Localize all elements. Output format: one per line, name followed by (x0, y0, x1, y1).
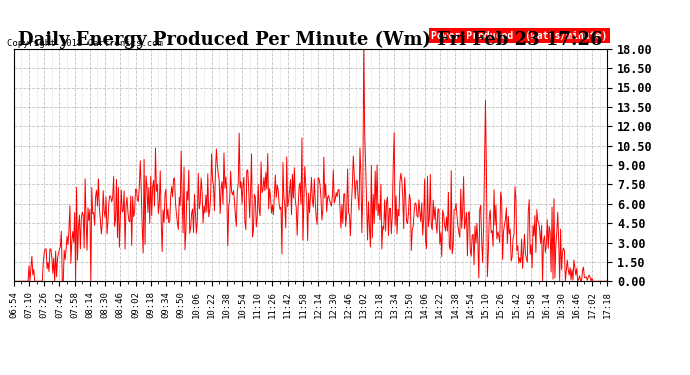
Text: Copyright 2018 Cartronics.com: Copyright 2018 Cartronics.com (7, 39, 163, 48)
Title: Daily Energy Produced Per Minute (Wm) Fri Feb 23 17:26: Daily Energy Produced Per Minute (Wm) Fr… (18, 30, 603, 49)
Text: Power Produced  (watts/minute): Power Produced (watts/minute) (431, 31, 607, 40)
